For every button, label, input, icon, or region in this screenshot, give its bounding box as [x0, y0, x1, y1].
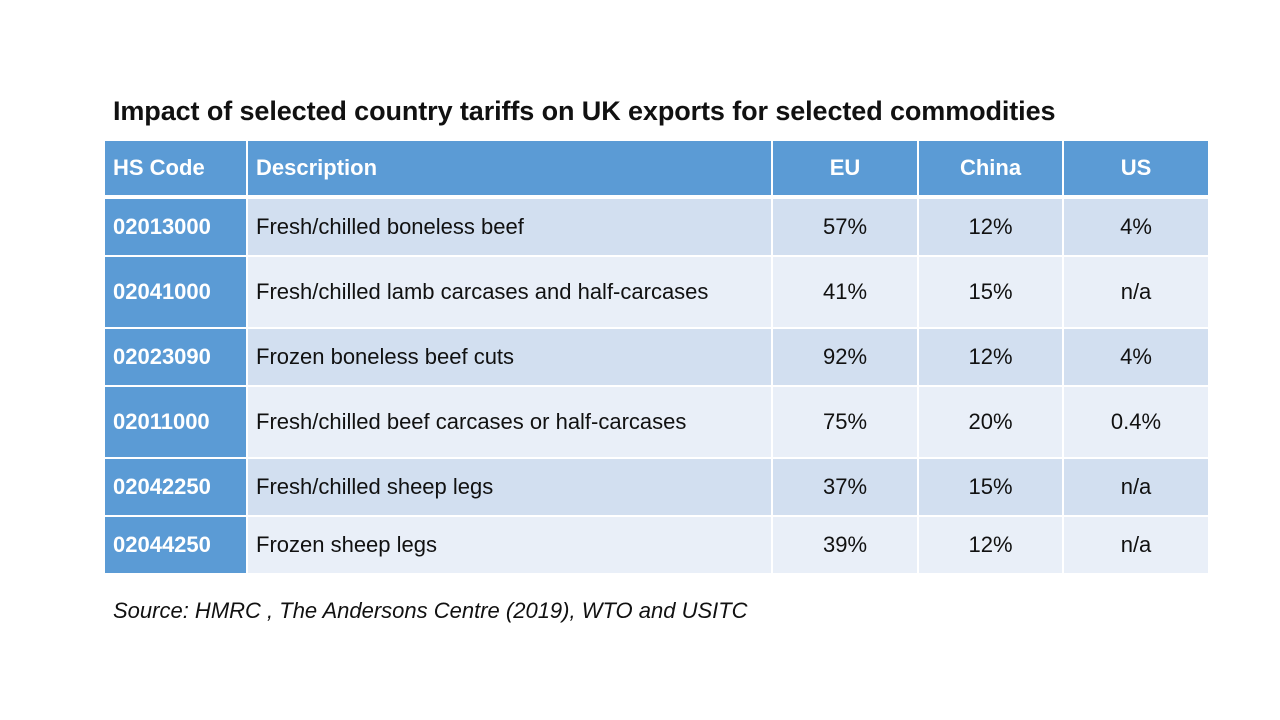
- us-tariff-cell: 4%: [1062, 327, 1210, 387]
- hs-code-cell: 02044250: [103, 515, 248, 575]
- eu-tariff-cell: 37%: [771, 457, 919, 517]
- header-hs-code: HS Code: [103, 139, 248, 199]
- table-row: 02042250 Fresh/chilled sheep legs 37% 15…: [103, 457, 1210, 517]
- description-cell: Fresh/chilled sheep legs: [246, 457, 773, 517]
- china-tariff-cell: 20%: [917, 385, 1064, 459]
- page-title: Impact of selected country tariffs on UK…: [113, 96, 1056, 126]
- table-row: 02023090 Frozen boneless beef cuts 92% 1…: [103, 327, 1210, 387]
- table-row: 02044250 Frozen sheep legs 39% 12% n/a: [103, 515, 1210, 575]
- header-us: US: [1062, 139, 1210, 199]
- table-row: 02011000 Fresh/chilled beef carcases or …: [103, 385, 1210, 459]
- header-description: Description: [246, 139, 773, 199]
- table-row: 02013000 Fresh/chilled boneless beef 57%…: [103, 196, 1210, 257]
- description-cell: Frozen sheep legs: [246, 515, 773, 575]
- hs-code-cell: 02013000: [103, 196, 248, 257]
- china-tariff-cell: 12%: [917, 196, 1064, 257]
- eu-tariff-cell: 57%: [771, 196, 919, 257]
- source-note: Source: HMRC , The Andersons Centre (201…: [113, 598, 748, 623]
- us-tariff-cell: n/a: [1062, 255, 1210, 329]
- us-tariff-cell: 0.4%: [1062, 385, 1210, 459]
- description-cell: Fresh/chilled lamb carcases and half-car…: [246, 255, 773, 329]
- tariff-table: HS Code Description EU China US 02013000…: [103, 139, 1210, 575]
- us-tariff-cell: n/a: [1062, 515, 1210, 575]
- hs-code-cell: 02023090: [103, 327, 248, 387]
- eu-tariff-cell: 75%: [771, 385, 919, 459]
- eu-tariff-cell: 41%: [771, 255, 919, 329]
- table-header-row: HS Code Description EU China US: [103, 139, 1210, 199]
- us-tariff-cell: n/a: [1062, 457, 1210, 517]
- china-tariff-cell: 12%: [917, 327, 1064, 387]
- hs-code-cell: 02011000: [103, 385, 248, 459]
- table-row: 02041000 Fresh/chilled lamb carcases and…: [103, 255, 1210, 329]
- header-eu: EU: [771, 139, 919, 199]
- description-cell: Fresh/chilled beef carcases or half-carc…: [246, 385, 773, 459]
- eu-tariff-cell: 39%: [771, 515, 919, 575]
- china-tariff-cell: 12%: [917, 515, 1064, 575]
- china-tariff-cell: 15%: [917, 457, 1064, 517]
- china-tariff-cell: 15%: [917, 255, 1064, 329]
- us-tariff-cell: 4%: [1062, 196, 1210, 257]
- description-cell: Fresh/chilled boneless beef: [246, 196, 773, 257]
- header-china: China: [917, 139, 1064, 199]
- hs-code-cell: 02042250: [103, 457, 248, 517]
- hs-code-cell: 02041000: [103, 255, 248, 329]
- eu-tariff-cell: 92%: [771, 327, 919, 387]
- description-cell: Frozen boneless beef cuts: [246, 327, 773, 387]
